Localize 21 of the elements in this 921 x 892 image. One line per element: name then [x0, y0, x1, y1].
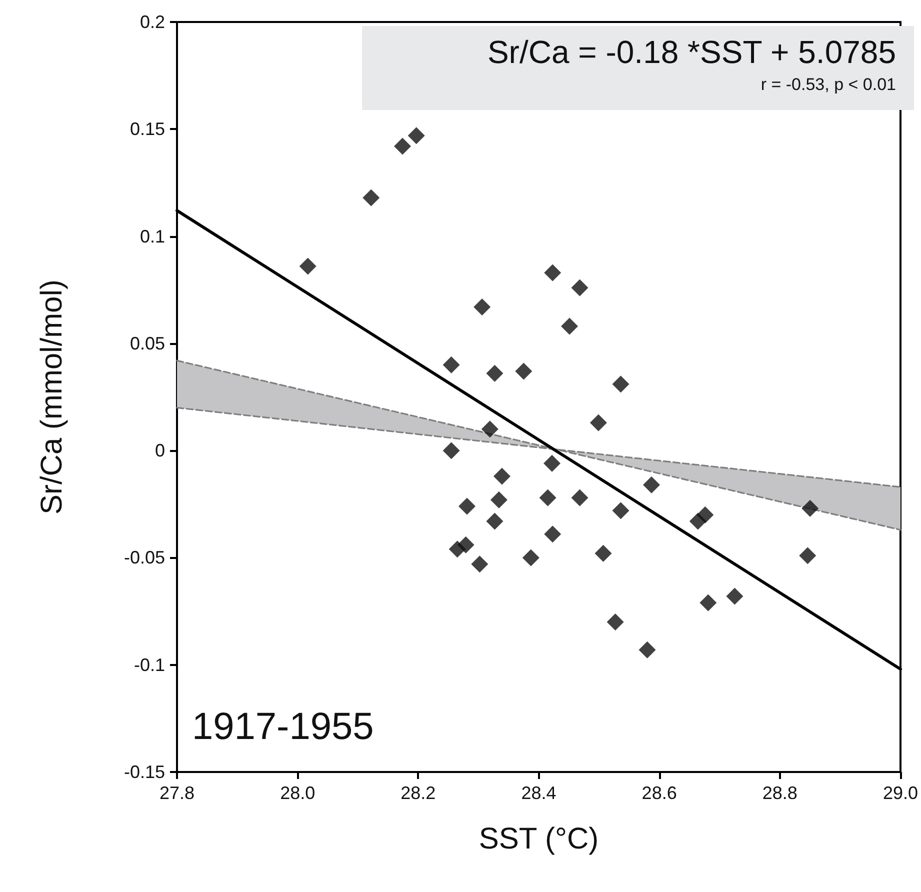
- x-tick-label: 28.0: [280, 783, 316, 803]
- x-tick-label: 27.8: [159, 783, 195, 803]
- y-tick-label: 0.05: [130, 333, 165, 354]
- annotation: r = -0.53, p < 0.01: [760, 74, 896, 96]
- y-tick-label: -0.15: [124, 762, 165, 782]
- y-tick-label: 0.2: [140, 12, 165, 32]
- x-tick-label: 28.8: [762, 783, 798, 803]
- y-tick-label: -0.1: [134, 654, 165, 675]
- y-tick-label: 0.1: [140, 226, 165, 246]
- y-tick-label: 0: [154, 440, 165, 461]
- annotation: Sr/Ca = -0.18 *SST + 5.0785: [486, 33, 896, 72]
- annotation: 1917-1955: [192, 706, 374, 748]
- x-axis-title: SST (°C): [478, 822, 599, 856]
- x-tick-label: 28.6: [642, 783, 677, 803]
- y-tick-label: -0.05: [124, 548, 165, 568]
- y-tick-label: 0.15: [130, 119, 165, 140]
- x-tick-label: 28.2: [400, 783, 436, 803]
- x-tick-label: 29.0: [882, 783, 918, 803]
- y-axis-title: Sr/Ca (mmol/mol): [36, 279, 68, 515]
- equation-box: Sr/Ca = -0.18 *SST + 5.0785 r = -0.53, p < 0.01: [362, 26, 914, 110]
- x-tick-label: 28.4: [521, 783, 556, 803]
